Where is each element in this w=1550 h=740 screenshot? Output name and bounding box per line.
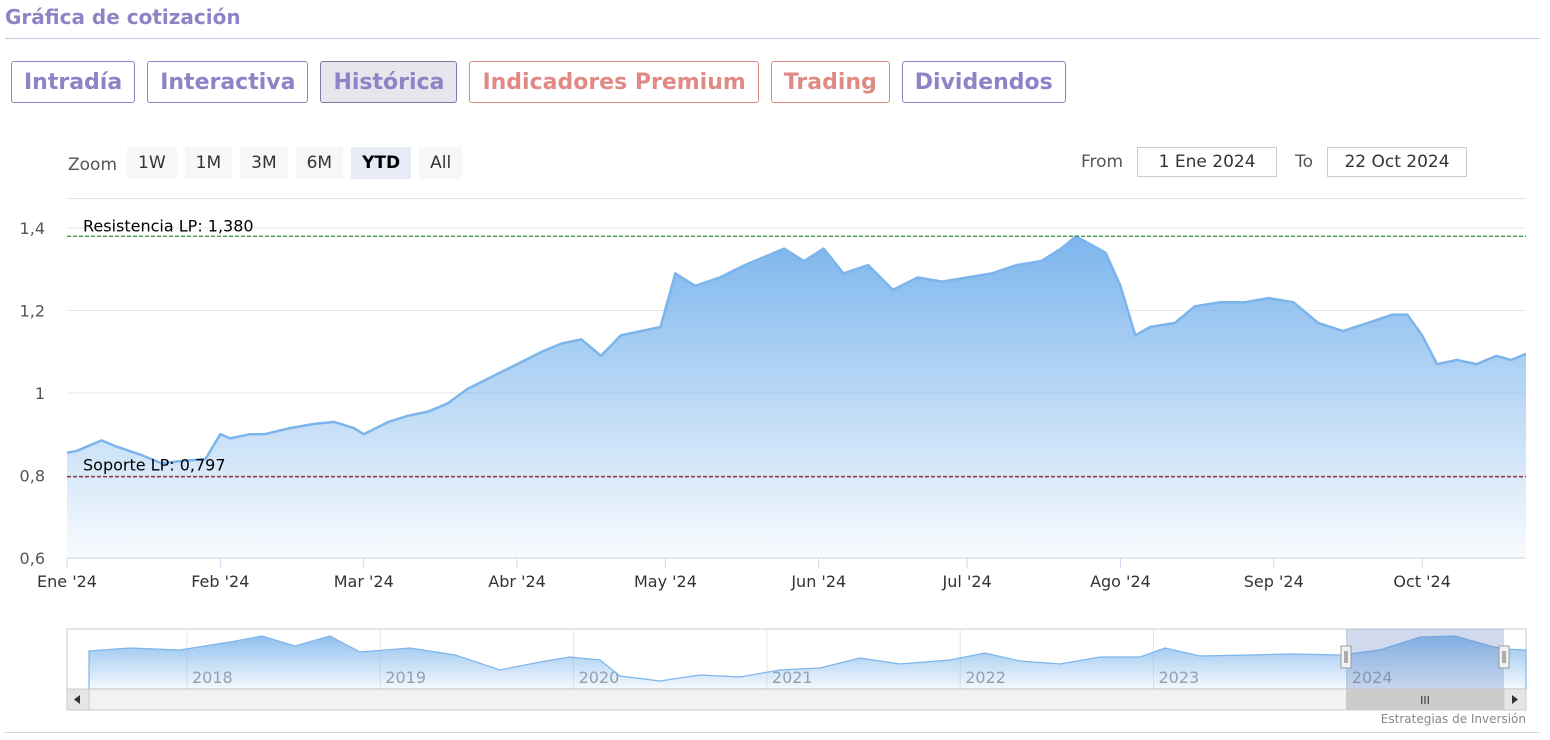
- price-area: [67, 236, 1526, 559]
- y-tick-label: 0,8: [20, 467, 45, 486]
- x-tick-label: Abr '24: [488, 572, 546, 591]
- scroll-right-arrow-icon: [1512, 695, 1518, 704]
- tab-historica[interactable]: Histórica: [320, 61, 458, 103]
- x-tick-label: Sep '24: [1244, 572, 1304, 591]
- x-tick-label: Feb '24: [191, 572, 249, 591]
- zoom-1m-button[interactable]: 1M: [184, 147, 233, 179]
- zoom-label: Zoom: [68, 154, 118, 175]
- to-date-input[interactable]: 22 Oct 2024: [1327, 147, 1467, 177]
- navigator-history-area: [88, 635, 1527, 690]
- from-label: From: [1080, 152, 1124, 172]
- scroll-left-arrow-icon: [74, 695, 80, 704]
- tab-indicadores-premium[interactable]: Indicadores Premium: [469, 61, 759, 103]
- x-tick-label: Ago '24: [1090, 572, 1151, 591]
- toolbar-divider: [67, 198, 1526, 199]
- navigator-selected-range[interactable]: [1346, 629, 1504, 689]
- y-tick-label: 1,4: [20, 219, 45, 238]
- zoom-all-button[interactable]: All: [419, 147, 463, 179]
- x-tick-label: Oct '24: [1393, 572, 1451, 591]
- y-tick-label: 1: [35, 384, 45, 403]
- resistance-label: Resistencia LP: 1,380: [83, 216, 254, 235]
- price-line: [66, 235, 1527, 465]
- navigator-left-handle[interactable]: [1340, 645, 1352, 669]
- x-tick-label: May '24: [634, 572, 697, 591]
- zoom-6m-button[interactable]: 6M: [295, 147, 344, 179]
- from-date-input[interactable]: 1 Ene 2024: [1137, 147, 1278, 177]
- scrollbar[interactable]: III: [66, 688, 1527, 711]
- title-divider: [5, 38, 1540, 39]
- navigator: 2018201920202021202220232024: [66, 628, 1527, 690]
- x-axis: Ene '24 Feb '24 Mar '24 Abr '24 May '24 Jun '…: [37, 558, 1451, 591]
- chart-credits[interactable]: Estrategias de Inversión: [1380, 712, 1526, 726]
- tab-interactiva[interactable]: Interactiva: [147, 61, 309, 103]
- zoom-ytd-button[interactable]: YTD: [351, 147, 412, 179]
- chart-tabs: Intradía Interactiva Histórica Indicador…: [11, 61, 1066, 105]
- date-range: From 1 Ene 2024 To 22 Oct 2024: [1081, 147, 1467, 177]
- to-label: To: [1295, 152, 1313, 172]
- tab-intradia[interactable]: Intradía: [11, 61, 136, 103]
- x-tick-label: Jul '24: [942, 572, 992, 591]
- x-tick-label: Ene '24: [37, 572, 97, 591]
- zoom-3m-button[interactable]: 3M: [240, 147, 288, 179]
- support-label: Soporte LP: 0,797: [83, 456, 226, 475]
- bottom-divider: [5, 732, 1540, 733]
- x-tick-label: Jun '24: [790, 572, 846, 591]
- zoom-1w-button[interactable]: 1W: [127, 147, 177, 179]
- tab-dividendos[interactable]: Dividendos: [901, 61, 1066, 103]
- y-tick-label: 0,6: [20, 549, 45, 568]
- scrollbar-grip-icon: III: [1420, 694, 1430, 707]
- x-tick-label: Mar '24: [334, 572, 394, 591]
- scrollbar-track[interactable]: [66, 688, 1527, 711]
- y-tick-label: 1,2: [20, 302, 45, 321]
- tab-trading[interactable]: Trading: [770, 61, 890, 103]
- y-axis: 0,6 0,8 1 1,2 1,4: [20, 219, 45, 568]
- page-title: Gráfica de cotización: [5, 5, 241, 29]
- zoom-selector: Zoom 1W 1M 3M 6M YTD All: [68, 147, 463, 179]
- navigator-right-handle[interactable]: [1498, 645, 1510, 669]
- scrollbar-thumb[interactable]: [1346, 689, 1504, 710]
